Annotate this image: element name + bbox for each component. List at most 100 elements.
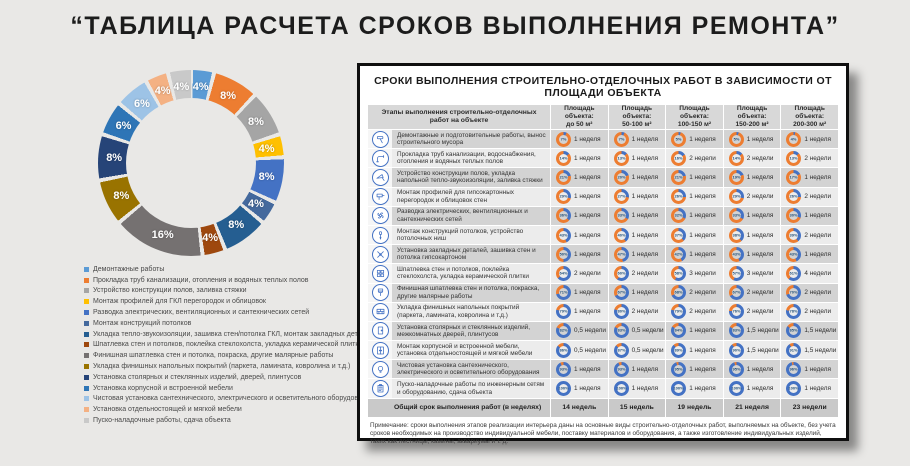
duration-text: 2 недели	[804, 154, 832, 162]
duration-text: 2 недели	[631, 308, 659, 316]
legend-label: Укладка тепло-звукоизоляции, зашивка сте…	[93, 330, 374, 338]
progress-donut: 93%	[613, 361, 629, 377]
progress-donut: 13%	[613, 150, 629, 166]
progress-donut: 43%	[728, 246, 744, 262]
pie-slice-label: 4%	[154, 85, 171, 98]
duration-cell: 50% 1 неделя	[551, 245, 608, 264]
fan-icon	[371, 207, 389, 225]
progress-donut: 5%	[671, 131, 687, 147]
progress-donut: 47%	[613, 246, 629, 262]
duration-text: 1 неделя	[689, 346, 716, 354]
duration-cell: 100% 1 неделя	[723, 379, 781, 398]
total-value: 21 неделя	[723, 398, 781, 417]
progress-donut: 29%	[728, 189, 744, 205]
table-row: Установка закладных деталей, зашивка сте…	[368, 245, 838, 264]
stage-column-header: Этапы выполнения строительно-отделочных …	[368, 105, 550, 129]
stage-label: Пуско-наладочные работы по инженерным се…	[392, 379, 550, 398]
legend-swatch	[84, 353, 89, 359]
duration-cell: 13% 2 недели	[781, 149, 838, 168]
legend-label: Установка столярных и стеклянных изделий…	[93, 373, 302, 381]
pie-slice-label: 4%	[173, 80, 190, 93]
progress-donut: 78%	[786, 304, 802, 320]
legend-item: Финишная шпатлевка стен и потолка, покра…	[84, 350, 364, 361]
duration-cell: 71% 1 неделя	[551, 283, 608, 302]
table-row: Установка столярных и стеклянных изделий…	[368, 321, 838, 341]
legend-item: Установка столярных и стеклянных изделий…	[84, 372, 364, 383]
pie-slice-label: 4%	[258, 142, 275, 155]
tools-icon	[371, 245, 389, 263]
total-row: Общий срок выполнения работ (в неделях) 1…	[368, 398, 838, 417]
pie-slice-label: 8%	[248, 115, 264, 128]
duration-text: 1 неделя	[689, 212, 716, 220]
duration-text: 0,5 недели	[574, 327, 606, 335]
progress-donut: 37%	[671, 227, 687, 243]
stage-label: Установка столярных и стеклянных изделий…	[392, 321, 550, 341]
legend-swatch	[84, 374, 89, 380]
duration-cell: 36% 1 неделя	[551, 206, 608, 225]
duration-cell: 43% 1 неделя	[781, 245, 838, 264]
table-row: Пуско-наладочные работы по инженерным се…	[368, 379, 838, 398]
duration-cell: 14% 1 неделя	[551, 149, 608, 168]
duration-text: 1 неделя	[746, 173, 774, 181]
duration-text: 1,5 недели	[804, 346, 837, 354]
total-value: 23 недели	[781, 398, 838, 417]
duration-cell: 33% 1 неделя	[723, 206, 781, 225]
legend-swatch	[84, 342, 89, 348]
duration-text: 1 неделя	[804, 385, 831, 393]
page-title: “ТАБЛИЦА РАСЧЕТА СРОКОВ ВЫПОЛНЕНИЯ РЕМОН…	[70, 12, 840, 40]
duration-cell: 20% 1 неделя	[608, 168, 666, 187]
legend-swatch	[84, 385, 89, 391]
duration-cell: 29% 1 неделя	[551, 187, 608, 206]
legend-label: Шпатлевка стен и потолков, поклейка стек…	[93, 341, 363, 349]
legend-swatch	[84, 364, 89, 370]
duration-cell: 100% 1 неделя	[781, 379, 838, 398]
paintbrush-icon	[371, 284, 389, 302]
duration-text: 1 неделя	[689, 327, 716, 335]
duration-cell: 42% 1 неделя	[666, 245, 723, 264]
total-value: 14 недель	[551, 398, 608, 417]
progress-donut: 67%	[613, 285, 629, 301]
duration-text: 1 неделя	[631, 212, 659, 220]
duration-text: 1 неделя	[631, 135, 659, 143]
duration-text: 2 недели	[574, 269, 601, 277]
duration-cell: 43% 1 неделя	[551, 225, 608, 245]
duration-text: 2 недели	[746, 289, 774, 297]
stage-icon-cell	[368, 360, 392, 379]
table-row: Шпатлевка стен и потолков, поклейка стек…	[368, 264, 838, 283]
duration-cell: 13% 1 неделя	[608, 149, 666, 168]
stage-icon-cell	[368, 379, 392, 398]
duration-text: 1 неделя	[574, 250, 601, 258]
duration-cell: 27% 1 неделя	[608, 187, 666, 206]
flooring-icon	[371, 303, 389, 321]
duration-text: 1 неделя	[574, 385, 601, 393]
stage-label: Финишная шпатлевка стен и потолка, покра…	[392, 283, 550, 302]
duration-text: 1 неделя	[746, 212, 774, 220]
duration-text: 2 недели	[804, 289, 832, 297]
progress-donut: 100%	[786, 381, 802, 397]
duration-text: 2 недели	[804, 193, 832, 201]
legend-label: Монтаж конструкций потолков	[93, 319, 192, 327]
legend-swatch	[84, 277, 89, 283]
duration-text: 0,5 недели	[631, 346, 664, 354]
pipes-icon	[371, 149, 389, 167]
duration-text: 2 недели	[804, 308, 832, 316]
progress-donut: 68%	[671, 285, 687, 301]
duration-text: 1 неделя	[804, 173, 831, 181]
stage-icon-cell	[368, 168, 392, 187]
legend-swatch	[84, 310, 89, 316]
duration-cell: 61% 4 недели	[781, 264, 838, 283]
progress-donut: 100%	[556, 381, 571, 397]
progress-donut: 100%	[613, 381, 629, 397]
duration-text: 1 неделя	[574, 289, 601, 297]
lightbulb-icon	[371, 360, 389, 378]
area-column-header: Площадь объекта: 200-300 м²	[781, 105, 838, 129]
duration-cell: 90% 1,5 недели	[723, 341, 781, 360]
pie-slice-label: 8%	[220, 89, 237, 102]
progress-donut: 13%	[786, 150, 802, 166]
legend-label: Укладка финишных напольных покрытий (пар…	[93, 363, 351, 371]
duration-cell: 70% 2 недели	[781, 283, 838, 302]
duration-cell: 91% 1,5 недели	[781, 341, 838, 360]
duration-cell: 82% 0,5 недели	[551, 321, 608, 341]
duration-cell: 38% 1 неделя	[723, 225, 781, 245]
legend-item: Установка отдельностоящей и мягкой мебел…	[84, 404, 364, 415]
